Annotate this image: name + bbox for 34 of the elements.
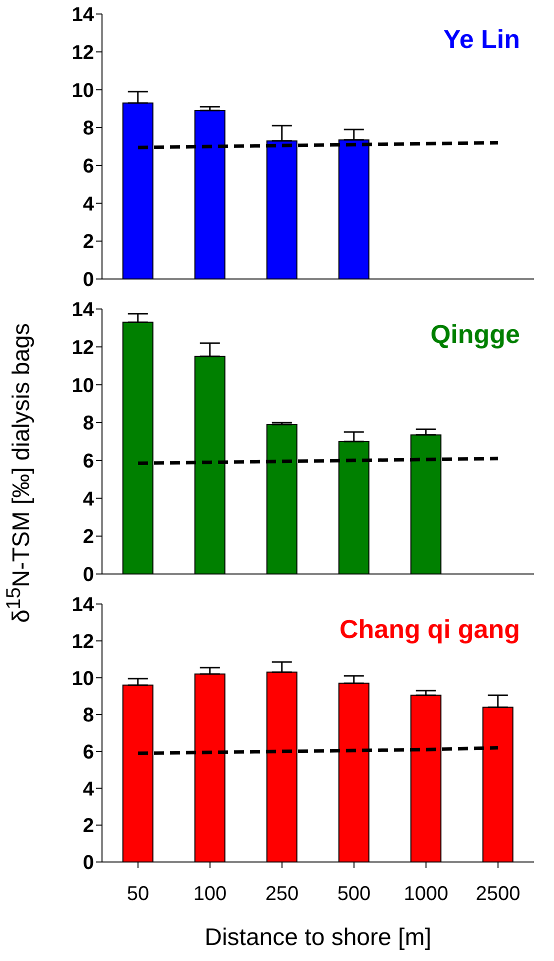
y-tick-label: 10 — [72, 374, 94, 397]
y-tick-label: 4 — [82, 778, 95, 800]
x-tick-label: 100 — [193, 883, 227, 906]
y-tick-label: 2 — [82, 815, 94, 838]
x-tick-label: 500 — [337, 883, 371, 906]
y-tick-label: 10 — [72, 668, 94, 690]
x-axis-title: Distance to shore [m] — [204, 924, 432, 951]
y-tick-label: 8 — [82, 118, 94, 140]
y-tick-label: 0 — [82, 852, 94, 874]
y-tick-label: 4 — [82, 488, 95, 510]
y-tick-label: 12 — [72, 42, 94, 64]
y-tick-label: 0 — [82, 269, 94, 292]
y-tick-label: 4 — [82, 193, 95, 216]
x-tick-label: 250 — [265, 883, 299, 906]
y-tick-label: 14 — [72, 594, 95, 616]
x-tick-label: 2500 — [476, 883, 520, 906]
y-tick-label: 6 — [82, 156, 94, 178]
x-tick-label: 50 — [126, 883, 150, 906]
y-tick-label: 6 — [82, 742, 94, 764]
y-tick-label: 14 — [72, 4, 95, 26]
y-tick-label: 2 — [82, 526, 94, 548]
y-tick-label: 6 — [82, 450, 94, 473]
y-tick-label: 10 — [72, 80, 94, 102]
y-tick-label: 14 — [72, 299, 95, 322]
y-tick-label: 12 — [72, 336, 94, 359]
chart-title: Ye Lin — [443, 24, 520, 55]
y-tick-label: 8 — [82, 704, 94, 727]
x-tick-label: 1000 — [404, 883, 448, 906]
y-tick-label: 0 — [82, 564, 94, 586]
chart-title: Qingge — [430, 319, 520, 350]
chart-title: Chang qi gang — [339, 614, 520, 645]
y-tick-label: 12 — [72, 630, 94, 653]
y-tick-label: 2 — [82, 231, 94, 254]
y-tick-label: 8 — [82, 412, 94, 435]
